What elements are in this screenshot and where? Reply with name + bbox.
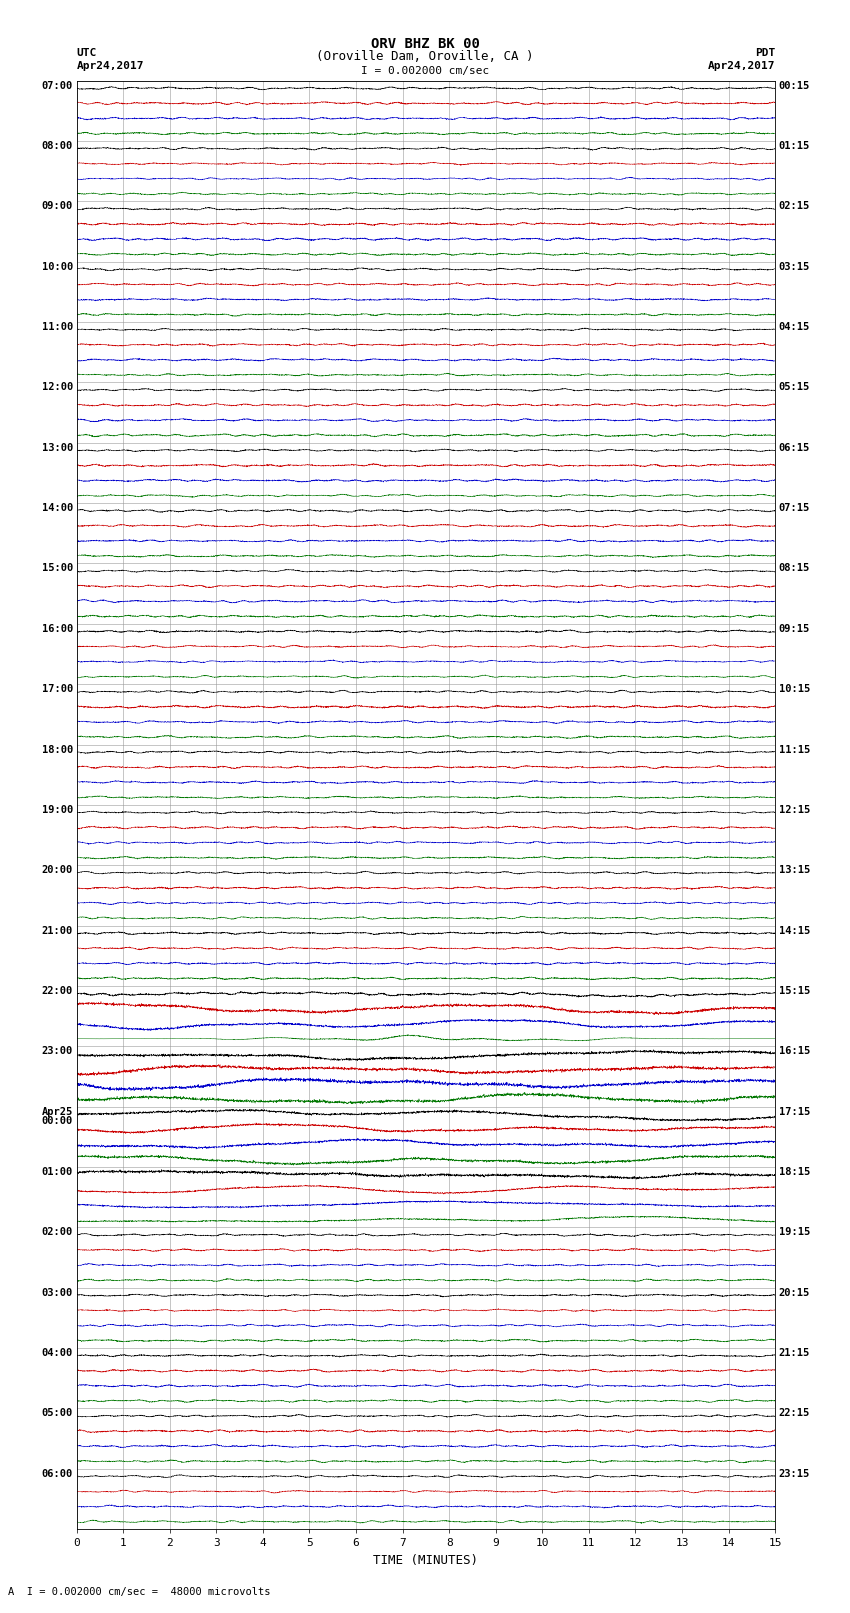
Text: 00:15: 00:15 bbox=[779, 81, 810, 90]
Text: 09:15: 09:15 bbox=[779, 624, 810, 634]
Text: 06:00: 06:00 bbox=[42, 1469, 73, 1479]
Text: 16:00: 16:00 bbox=[42, 624, 73, 634]
Text: 19:15: 19:15 bbox=[779, 1227, 810, 1237]
Text: 23:15: 23:15 bbox=[779, 1469, 810, 1479]
Text: 07:00: 07:00 bbox=[42, 81, 73, 90]
Text: UTC: UTC bbox=[76, 48, 97, 58]
Text: 20:15: 20:15 bbox=[779, 1287, 810, 1298]
Text: 15:15: 15:15 bbox=[779, 986, 810, 995]
Text: 12:00: 12:00 bbox=[42, 382, 73, 392]
Text: Apr24,2017: Apr24,2017 bbox=[708, 61, 775, 71]
Text: 01:00: 01:00 bbox=[42, 1168, 73, 1177]
Text: ORV BHZ BK 00: ORV BHZ BK 00 bbox=[371, 37, 479, 52]
Text: 14:00: 14:00 bbox=[42, 503, 73, 513]
Text: 10:00: 10:00 bbox=[42, 261, 73, 271]
Text: 23:00: 23:00 bbox=[42, 1047, 73, 1057]
Text: 13:15: 13:15 bbox=[779, 865, 810, 876]
Text: 13:00: 13:00 bbox=[42, 444, 73, 453]
Text: 11:15: 11:15 bbox=[779, 745, 810, 755]
Text: 22:00: 22:00 bbox=[42, 986, 73, 995]
Text: 17:15: 17:15 bbox=[779, 1107, 810, 1116]
Text: 18:00: 18:00 bbox=[42, 745, 73, 755]
Text: 01:15: 01:15 bbox=[779, 140, 810, 152]
Text: 04:00: 04:00 bbox=[42, 1348, 73, 1358]
Text: 20:00: 20:00 bbox=[42, 865, 73, 876]
Text: 17:00: 17:00 bbox=[42, 684, 73, 694]
Text: Apr25
00:00: Apr25 00:00 bbox=[42, 1107, 73, 1126]
Text: 14:15: 14:15 bbox=[779, 926, 810, 936]
Text: 16:15: 16:15 bbox=[779, 1047, 810, 1057]
Text: A  I = 0.002000 cm/sec =  48000 microvolts: A I = 0.002000 cm/sec = 48000 microvolts bbox=[8, 1587, 271, 1597]
Text: (Oroville Dam, Oroville, CA ): (Oroville Dam, Oroville, CA ) bbox=[316, 50, 534, 63]
Text: 10:15: 10:15 bbox=[779, 684, 810, 694]
Text: 07:15: 07:15 bbox=[779, 503, 810, 513]
Text: 18:15: 18:15 bbox=[779, 1168, 810, 1177]
Text: I = 0.002000 cm/sec: I = 0.002000 cm/sec bbox=[361, 66, 489, 76]
Text: 02:00: 02:00 bbox=[42, 1227, 73, 1237]
Text: 02:15: 02:15 bbox=[779, 202, 810, 211]
Text: 19:00: 19:00 bbox=[42, 805, 73, 815]
Text: 05:00: 05:00 bbox=[42, 1408, 73, 1418]
Text: 03:15: 03:15 bbox=[779, 261, 810, 271]
Text: 08:15: 08:15 bbox=[779, 563, 810, 574]
X-axis label: TIME (MINUTES): TIME (MINUTES) bbox=[373, 1553, 479, 1566]
Text: 21:00: 21:00 bbox=[42, 926, 73, 936]
Text: 04:15: 04:15 bbox=[779, 323, 810, 332]
Text: 11:00: 11:00 bbox=[42, 323, 73, 332]
Text: 06:15: 06:15 bbox=[779, 444, 810, 453]
Text: 05:15: 05:15 bbox=[779, 382, 810, 392]
Text: 21:15: 21:15 bbox=[779, 1348, 810, 1358]
Text: Apr24,2017: Apr24,2017 bbox=[76, 61, 144, 71]
Text: 12:15: 12:15 bbox=[779, 805, 810, 815]
Text: 08:00: 08:00 bbox=[42, 140, 73, 152]
Text: 03:00: 03:00 bbox=[42, 1287, 73, 1298]
Text: 22:15: 22:15 bbox=[779, 1408, 810, 1418]
Text: 09:00: 09:00 bbox=[42, 202, 73, 211]
Text: PDT: PDT bbox=[755, 48, 775, 58]
Text: 15:00: 15:00 bbox=[42, 563, 73, 574]
